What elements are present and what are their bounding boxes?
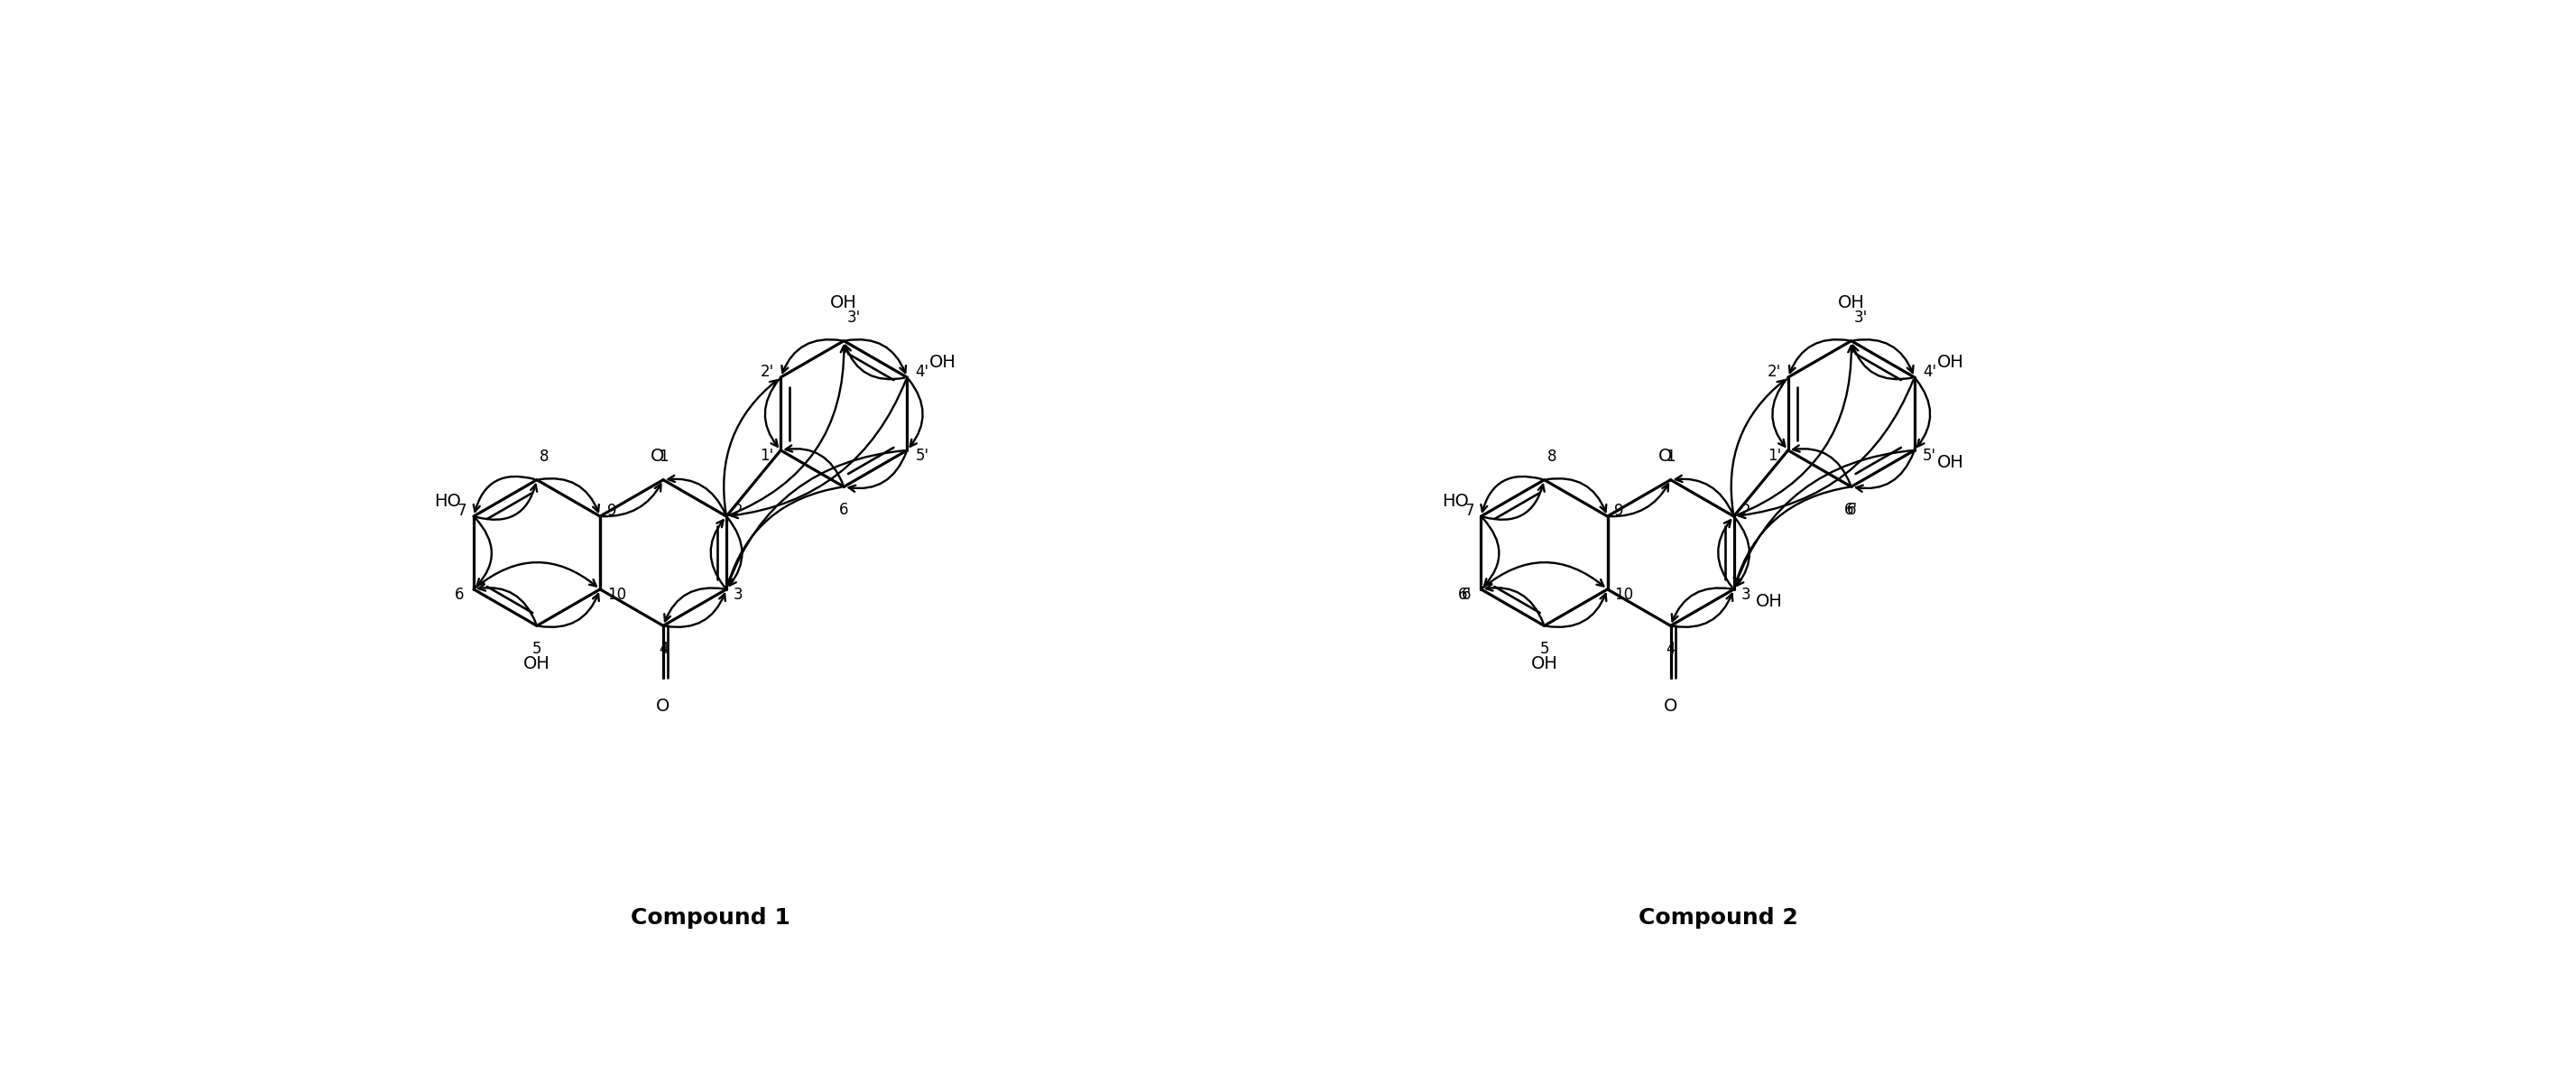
Text: OH: OH (1530, 655, 1558, 672)
Text: 2': 2' (760, 364, 773, 380)
Text: 1': 1' (760, 448, 773, 464)
Text: 4': 4' (1922, 364, 1937, 380)
Text: 5': 5' (1922, 448, 1937, 464)
Text: 2: 2 (1741, 503, 1749, 519)
Text: 9: 9 (608, 503, 616, 519)
Text: 6: 6 (453, 586, 464, 603)
Text: 4: 4 (659, 641, 667, 657)
Text: 2: 2 (734, 503, 742, 519)
Text: 4': 4' (914, 364, 930, 380)
Text: 6: 6 (840, 502, 848, 519)
Text: 7: 7 (1466, 503, 1473, 519)
Text: HO: HO (1443, 493, 1468, 509)
Text: Compound 2: Compound 2 (1638, 906, 1798, 928)
Text: 3': 3' (848, 309, 860, 325)
Text: 3: 3 (1741, 586, 1749, 603)
Text: O: O (1664, 697, 1677, 714)
Text: 2': 2' (1767, 364, 1780, 380)
Text: 1: 1 (659, 448, 667, 465)
Text: OH: OH (1937, 454, 1963, 471)
Text: Compound 1: Compound 1 (631, 906, 791, 928)
Text: O: O (652, 448, 665, 465)
Text: 8: 8 (1548, 448, 1556, 465)
Text: OH: OH (930, 353, 956, 371)
Text: 6': 6' (1844, 502, 1857, 519)
Text: 6: 6 (1847, 502, 1855, 519)
Text: 6: 6 (1463, 586, 1471, 603)
Text: 7: 7 (459, 503, 466, 519)
Text: 1': 1' (1767, 448, 1780, 464)
Text: OH: OH (1757, 593, 1783, 610)
Text: 9: 9 (1615, 503, 1623, 519)
Text: 4: 4 (1667, 641, 1674, 657)
Text: OH: OH (523, 655, 551, 672)
Text: 10: 10 (608, 586, 626, 603)
Text: 6': 6' (1458, 586, 1471, 603)
Text: 10: 10 (1615, 586, 1633, 603)
Text: OH: OH (1837, 294, 1865, 311)
Text: OH: OH (829, 294, 858, 311)
Text: 8: 8 (538, 448, 549, 465)
Text: 3: 3 (734, 586, 742, 603)
Text: 5: 5 (1540, 641, 1548, 657)
Text: OH: OH (1937, 353, 1963, 371)
Text: 1: 1 (1667, 448, 1674, 465)
Text: O: O (1659, 448, 1672, 465)
Text: O: O (657, 697, 670, 714)
Text: HO: HO (435, 493, 461, 509)
Text: 5: 5 (533, 641, 541, 657)
Text: 3': 3' (1855, 309, 1868, 325)
Text: 5': 5' (914, 448, 930, 464)
